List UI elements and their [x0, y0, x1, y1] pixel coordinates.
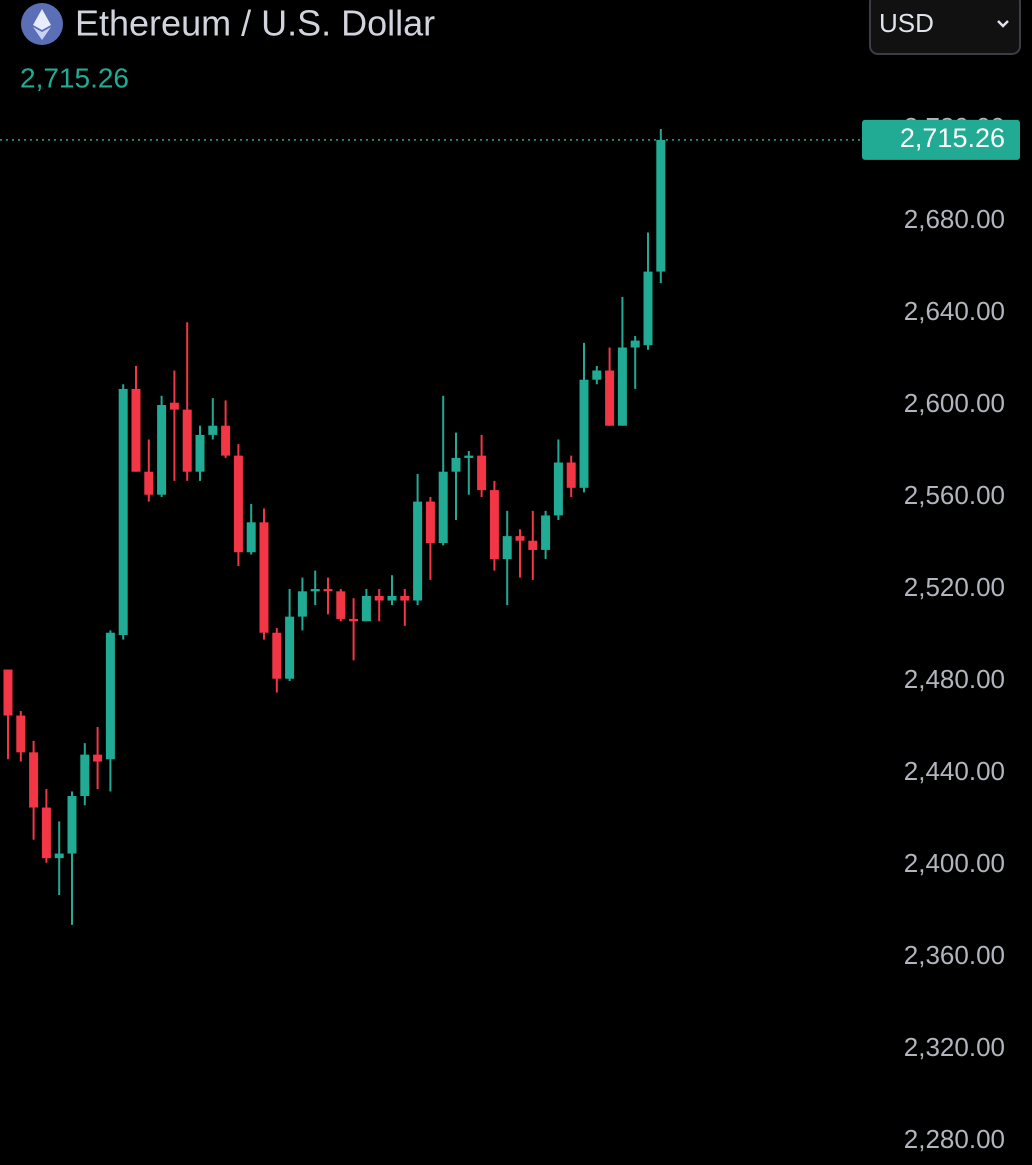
y-tick-label: 2,360.00 [904, 940, 1005, 970]
candle-body [54, 853, 64, 859]
candle-body [157, 405, 167, 495]
candle-body [630, 340, 640, 348]
candle-body [131, 388, 141, 472]
candle-body [592, 370, 602, 380]
y-tick-label: 2,640.00 [904, 296, 1005, 326]
currency-select[interactable]: USD [869, 0, 1021, 55]
candle-body [489, 490, 499, 560]
candle-body [464, 455, 474, 458]
y-tick-label: 2,480.00 [904, 664, 1005, 694]
candle-body [413, 501, 423, 601]
y-tick-label: 2,320.00 [904, 1032, 1005, 1062]
candle-body [169, 402, 179, 410]
candle-body [3, 669, 13, 716]
candle-body [41, 807, 51, 859]
candle-body [259, 522, 269, 633]
candle-body [105, 632, 115, 760]
candle-body [336, 591, 346, 619]
eth-icon [21, 3, 63, 45]
currency-label[interactable]: USD [879, 8, 934, 38]
candle-body [617, 347, 627, 426]
candle-body [349, 618, 359, 622]
candle-body [477, 455, 487, 491]
candle-body [438, 471, 448, 544]
candle-body [541, 515, 551, 550]
candle-body [29, 752, 39, 808]
candle-body [310, 589, 320, 592]
candle-body [515, 536, 525, 541]
y-tick-label: 2,440.00 [904, 756, 1005, 786]
candle-body [195, 434, 205, 472]
candle-body [144, 471, 154, 495]
candle-body [374, 595, 384, 601]
candle-body [400, 595, 410, 601]
candle-body [579, 379, 589, 488]
y-tick-label: 2,280.00 [904, 1124, 1005, 1154]
candle-body [643, 271, 653, 346]
y-tick-label: 2,520.00 [904, 572, 1005, 602]
y-tick-label: 2,560.00 [904, 480, 1005, 510]
y-tick-label: 2,680.00 [904, 204, 1005, 234]
candle-body [233, 455, 243, 553]
candle-body [118, 388, 128, 636]
header-price: 2,715.26 [20, 62, 129, 93]
y-tick-label: 2,600.00 [904, 388, 1005, 418]
candle-body [387, 595, 397, 601]
candle-body [297, 591, 307, 617]
candle-body [272, 632, 282, 679]
last-price-tag [862, 119, 1020, 160]
candle-body [208, 425, 218, 435]
candle-body [182, 409, 192, 472]
last-price-label: 2,715.26 [900, 123, 1005, 153]
candle-body [361, 595, 371, 622]
candle-body [323, 589, 333, 592]
candle-body [656, 139, 666, 272]
candle-body [246, 522, 256, 553]
candle-body [528, 540, 538, 550]
candle-body [553, 462, 563, 516]
y-tick-label: 2,400.00 [904, 848, 1005, 878]
candle-body [221, 425, 231, 456]
candle-body [451, 457, 461, 472]
candle-body [93, 754, 103, 762]
candle-body [80, 754, 90, 797]
chart-title: Ethereum / U.S. Dollar [75, 3, 435, 44]
candle-body [16, 715, 26, 753]
candle-body [502, 536, 512, 560]
candle-body [425, 501, 435, 544]
candle-body [285, 616, 295, 679]
candle-body [67, 796, 77, 854]
plot: 2,280.00 2,320.00 2,360.00 2,400.00 2,440.00… [0, 112, 1020, 1154]
candle-body [566, 462, 576, 488]
candle-body [605, 370, 615, 426]
